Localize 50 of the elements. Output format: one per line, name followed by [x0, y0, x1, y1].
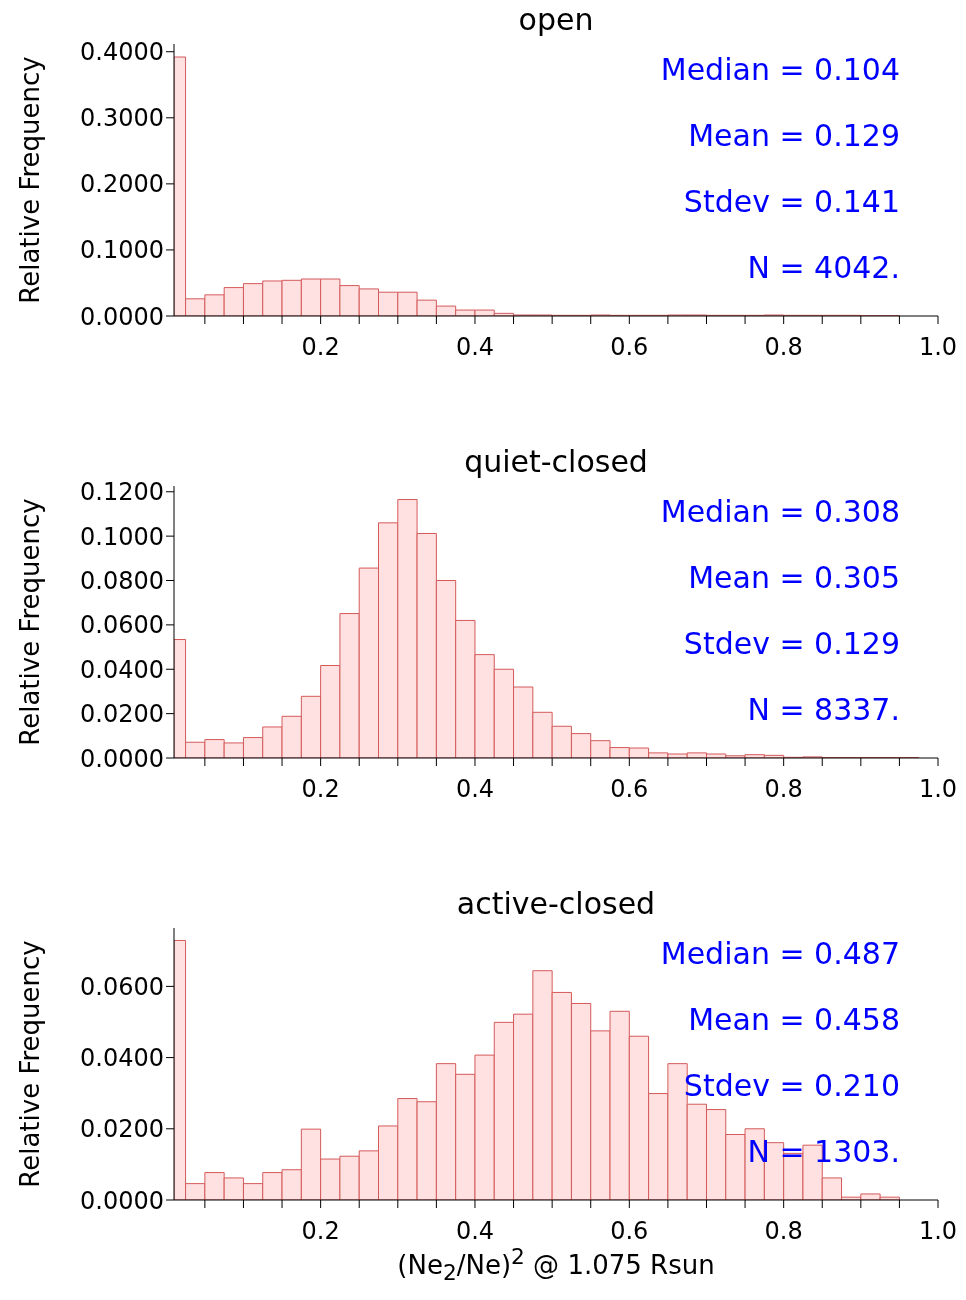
annotation: Stdev = 0.129 [683, 625, 900, 663]
x-tick-label: 0.8 [764, 333, 803, 362]
y-tick-label: 0.3000 [80, 104, 164, 133]
chart-title: quiet-closed [463, 444, 649, 480]
chart-title: open [517, 2, 595, 38]
x-tick-label: 0.8 [764, 775, 803, 804]
x-tick-label: 0.4 [455, 333, 495, 362]
y-tick-label: 0.0200 [80, 1115, 164, 1144]
x-tick-label: 0.2 [301, 333, 340, 362]
y-tick-label: 0.1200 [80, 478, 164, 507]
x-tick-label: 1.0 [918, 1217, 958, 1246]
annotation: Mean = 0.305 [688, 559, 900, 597]
y-axis-title: Relative Frequency [15, 56, 46, 304]
annotation: N = 8337. [747, 691, 900, 729]
annotation: N = 4042. [747, 249, 900, 287]
x-tick-label: 0.6 [610, 333, 649, 362]
y-tick-label: 0.4000 [80, 38, 164, 67]
annotation: N = 1303. [747, 1133, 900, 1171]
y-tick-label: 0.0000 [80, 1186, 164, 1215]
x-tick-label: 0.2 [301, 775, 340, 804]
annotation: Median = 0.487 [660, 935, 900, 973]
x-tick-label: 0.2 [301, 1217, 340, 1246]
annotation: Median = 0.104 [660, 51, 900, 89]
annotation: Stdev = 0.210 [683, 1067, 900, 1105]
x-tick-label: 0.4 [455, 1217, 495, 1246]
y-tick-label: 0.0400 [80, 1044, 164, 1073]
y-tick-label: 0.1000 [80, 522, 164, 551]
x-tick-label: 0.4 [455, 775, 495, 804]
annotation: Median = 0.308 [660, 493, 900, 531]
y-tick-label: 0.0200 [80, 700, 164, 729]
y-axis-title: Relative Frequency [15, 940, 46, 1188]
chart-title: active-closed [455, 886, 657, 922]
x-axis-title: (Ne$_{2}$/Ne)$^{2}$ @ 1.075 Rsun [396, 1244, 716, 1285]
y-tick-label: 0.0400 [80, 655, 164, 684]
y-tick-label: 0.1000 [80, 236, 164, 265]
x-tick-label: 1.0 [918, 333, 958, 362]
annotation: Mean = 0.129 [688, 117, 900, 155]
x-tick-label: 0.6 [610, 775, 649, 804]
x-tick-label: 0.8 [764, 1217, 803, 1246]
y-tick-label: 0.0000 [80, 744, 164, 773]
y-tick-label: 0.0000 [80, 302, 164, 331]
y-tick-label: 0.0600 [80, 972, 164, 1001]
y-tick-label: 0.2000 [80, 170, 164, 199]
annotation: Stdev = 0.141 [683, 183, 900, 221]
y-axis-title: Relative Frequency [15, 498, 46, 746]
x-tick-label: 1.0 [918, 775, 958, 804]
y-tick-label: 0.0600 [80, 611, 164, 640]
y-tick-label: 0.0800 [80, 567, 164, 596]
annotation: Mean = 0.458 [688, 1001, 900, 1039]
x-tick-label: 0.6 [610, 1217, 649, 1246]
